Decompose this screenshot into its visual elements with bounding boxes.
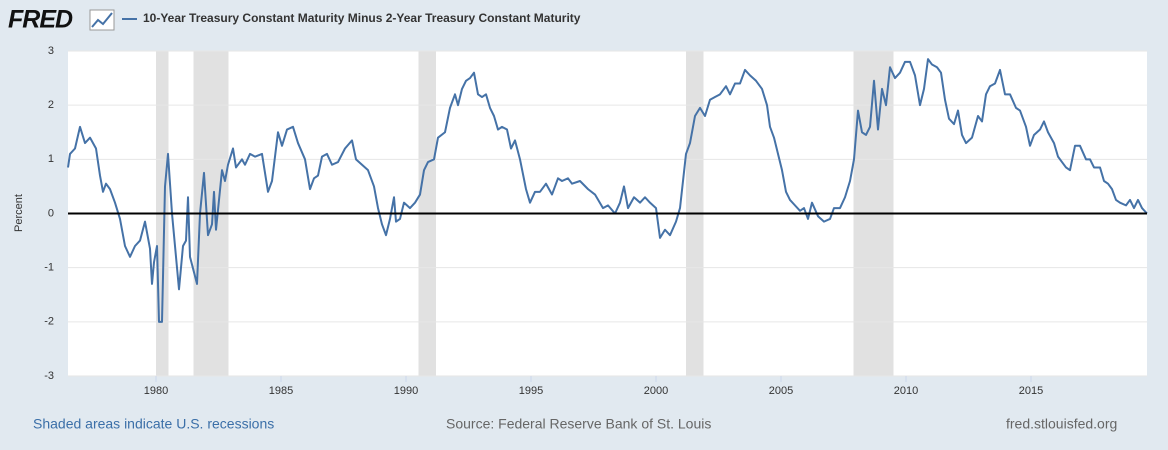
- x-tick-label: 2010: [894, 385, 918, 397]
- x-tick-label: 1995: [519, 385, 543, 397]
- x-tick-label: 1990: [394, 385, 418, 397]
- y-tick-label: -1: [44, 262, 54, 274]
- y-tick-label: -2: [44, 316, 54, 328]
- legend-label: 10-Year Treasury Constant Maturity Minus…: [143, 11, 581, 25]
- data-line: [67, 58, 1148, 323]
- x-tick-label: 2015: [1019, 385, 1043, 397]
- source-note: Source: Federal Reserve Bank of St. Loui…: [446, 416, 711, 432]
- x-tick-label: 2000: [644, 385, 668, 397]
- y-tick-label: 3: [48, 45, 54, 57]
- logo[interactable]: FRED: [8, 6, 74, 34]
- x-tick-label: 1985: [269, 385, 293, 397]
- y-tick-label: 1: [48, 153, 54, 165]
- x-tick-label: 2005: [769, 385, 793, 397]
- x-tick-label: 1980: [144, 385, 168, 397]
- y-tick-label: -3: [44, 370, 54, 382]
- site-link[interactable]: fred.stlouisfed.org: [1006, 416, 1117, 432]
- recession-note[interactable]: Shaded areas indicate U.S. recessions: [33, 416, 274, 432]
- plot-layer: [67, 50, 1148, 377]
- y-tick-label: 0: [48, 207, 54, 219]
- y-tick-label: 2: [48, 99, 54, 111]
- y-axis-label: Percent: [13, 194, 25, 232]
- logo-icon: [89, 9, 115, 31]
